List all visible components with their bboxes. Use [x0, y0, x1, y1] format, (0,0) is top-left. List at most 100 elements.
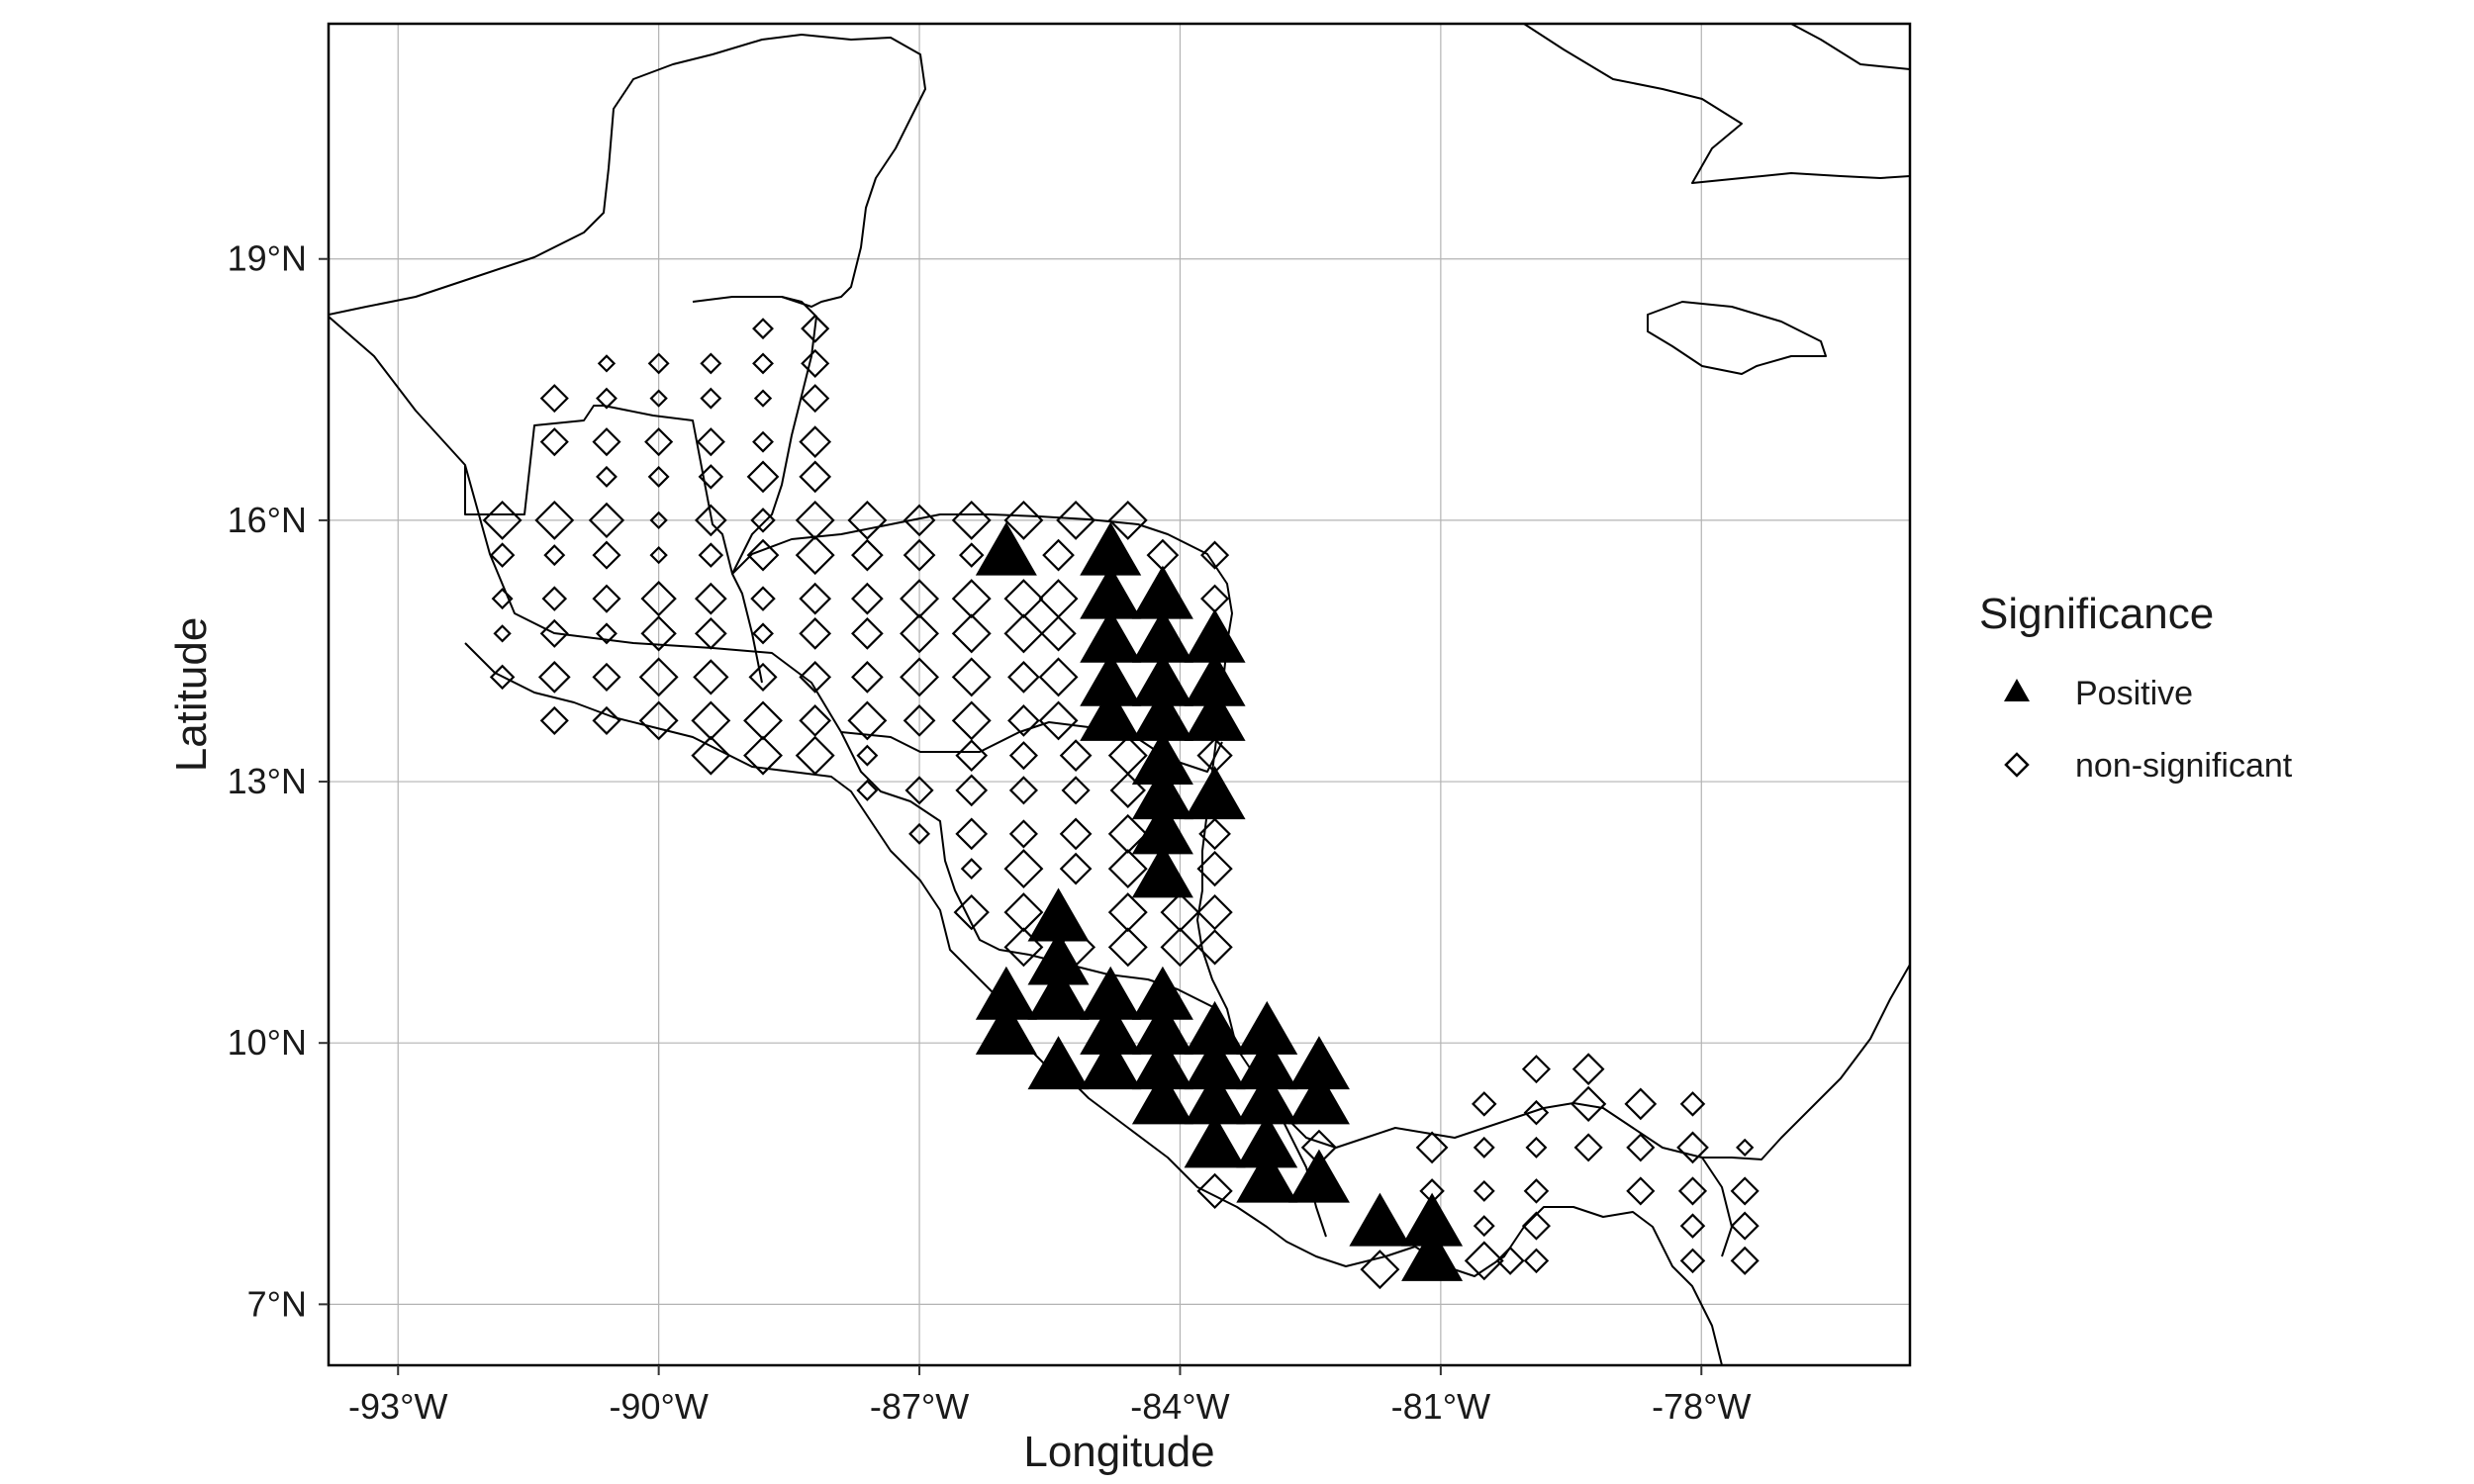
positive-triangle — [1236, 1070, 1298, 1125]
non-significant-diamond — [1059, 817, 1093, 851]
non-significant-diamond — [1160, 892, 1200, 933]
non-significant-diamond — [799, 582, 832, 615]
non-significant-diamond — [799, 661, 832, 694]
positive-triangle — [1131, 1070, 1193, 1125]
non-significant-diamond — [746, 460, 780, 494]
positive-triangle — [1184, 608, 1246, 663]
positive-triangle — [1184, 1070, 1246, 1125]
positive-triangle — [1236, 1149, 1298, 1203]
coastline-cuba-east — [1790, 24, 1910, 70]
y-axis-title: Latitude — [167, 617, 216, 773]
non-significant-diamond — [1495, 1246, 1525, 1275]
positive-triangle — [975, 521, 1037, 576]
non-significant-diamond — [801, 384, 830, 414]
positive-triangle — [1131, 565, 1193, 619]
x-tick-label: -90°W — [609, 1386, 708, 1427]
positive-triangle — [1131, 687, 1193, 741]
positive-triangle — [1131, 966, 1193, 1020]
positive-triangle — [1184, 1114, 1246, 1168]
non-significant-diamond — [908, 822, 931, 845]
x-tick-label: -81°W — [1391, 1386, 1490, 1427]
positive-triangle — [1131, 608, 1193, 663]
non-significant-diamond — [1196, 1172, 1233, 1210]
non-significant-diamond — [799, 460, 832, 494]
y-tick-label: 7°N — [247, 1283, 307, 1324]
non-significant-diamond — [539, 384, 569, 414]
non-significant-diamond — [1003, 849, 1044, 889]
non-significant-diamond — [596, 387, 618, 410]
coastline-honduras-north — [731, 513, 1238, 1050]
non-significant-diamond — [752, 318, 774, 340]
x-axis-title: Longitude — [1023, 1428, 1214, 1476]
positive-triangle — [1184, 687, 1246, 741]
non-significant-diamond — [1059, 852, 1093, 885]
y-tick-label: 13°N — [228, 761, 307, 801]
non-significant-diamond — [1059, 739, 1093, 772]
x-tick-label: -84°W — [1130, 1386, 1229, 1427]
non-significant-diamond — [748, 662, 778, 692]
non-significant-diamond — [691, 700, 731, 741]
non-significant-diamond — [1008, 776, 1038, 805]
positive-triangle — [1080, 565, 1142, 619]
coastline-pacific — [464, 642, 1723, 1365]
coastline-caribbean-south — [1236, 964, 1910, 1160]
positive-triangle — [975, 1000, 1037, 1055]
positive-triangle — [975, 966, 1037, 1020]
positive-triangle — [1027, 1036, 1090, 1090]
non-significant-diamond — [904, 776, 934, 805]
non-significant-diamond — [1109, 772, 1146, 809]
non-significant-diamond — [597, 354, 617, 373]
non-significant-diamond — [649, 510, 668, 530]
non-significant-diamond — [960, 858, 983, 881]
x-tick-label: -87°W — [870, 1386, 969, 1427]
non-significant-diamond — [799, 425, 832, 459]
positive-triangle — [1131, 800, 1193, 855]
non-significant-diamond — [1056, 500, 1096, 540]
non-significant-diamond — [638, 700, 679, 741]
non-significant-diamond — [539, 705, 569, 735]
positive-triangle — [1401, 1227, 1464, 1281]
positive-triangle — [1287, 1036, 1350, 1090]
positive-triangle — [1080, 652, 1142, 706]
non-significant-diamond — [1042, 538, 1075, 572]
non-significant-diamond — [1473, 1215, 1495, 1238]
non-significant-diamond — [1523, 1248, 1550, 1274]
x-tick-label: -78°W — [1652, 1386, 1751, 1427]
positive-triangle — [1131, 1036, 1193, 1090]
non-significant-diamond — [851, 582, 884, 615]
positive-triangle — [1131, 766, 1193, 820]
non-significant-diamond — [951, 700, 992, 741]
non-significant-diamond — [746, 538, 780, 572]
positive-triangle — [1027, 931, 1090, 985]
legend-triangle-icon — [2004, 679, 2030, 701]
non-significant-diamond — [1521, 1055, 1552, 1084]
positive-triangle — [1236, 1000, 1298, 1055]
non-significant-diamond — [1730, 1176, 1760, 1206]
non-significant-diamond — [1525, 1136, 1548, 1159]
non-significant-diamond — [700, 387, 722, 410]
non-significant-diamond — [1679, 1091, 1706, 1117]
non-significant-diamond — [1360, 1250, 1400, 1290]
y-tick-label: 10°N — [228, 1022, 307, 1063]
coastline-belize — [731, 296, 817, 575]
non-significant-diamond — [795, 500, 835, 540]
positive-triangle — [1027, 966, 1090, 1020]
non-significant-diamond — [691, 735, 731, 776]
legend: Significance Positive non-significant — [1979, 590, 2293, 785]
positive-triangle — [1184, 652, 1246, 706]
plot-panel-border — [327, 22, 1912, 1367]
non-significant-diamond — [743, 735, 783, 776]
non-significant-diamond — [801, 314, 830, 343]
non-significant-diamond — [1107, 500, 1148, 540]
non-significant-diamond — [1521, 1211, 1552, 1241]
non-significant-diamond — [588, 502, 625, 539]
positive-triangle — [1080, 687, 1142, 741]
non-significant-diamond — [1003, 613, 1044, 654]
non-significant-diamond — [1570, 1085, 1607, 1122]
non-significant-diamond — [951, 613, 992, 654]
positive-triangle — [1349, 1192, 1411, 1247]
positive-triangle — [1184, 1036, 1246, 1090]
non-significant-diamond — [592, 540, 621, 570]
positive-triangle — [1080, 966, 1142, 1020]
positive-triangle — [1287, 1149, 1350, 1203]
